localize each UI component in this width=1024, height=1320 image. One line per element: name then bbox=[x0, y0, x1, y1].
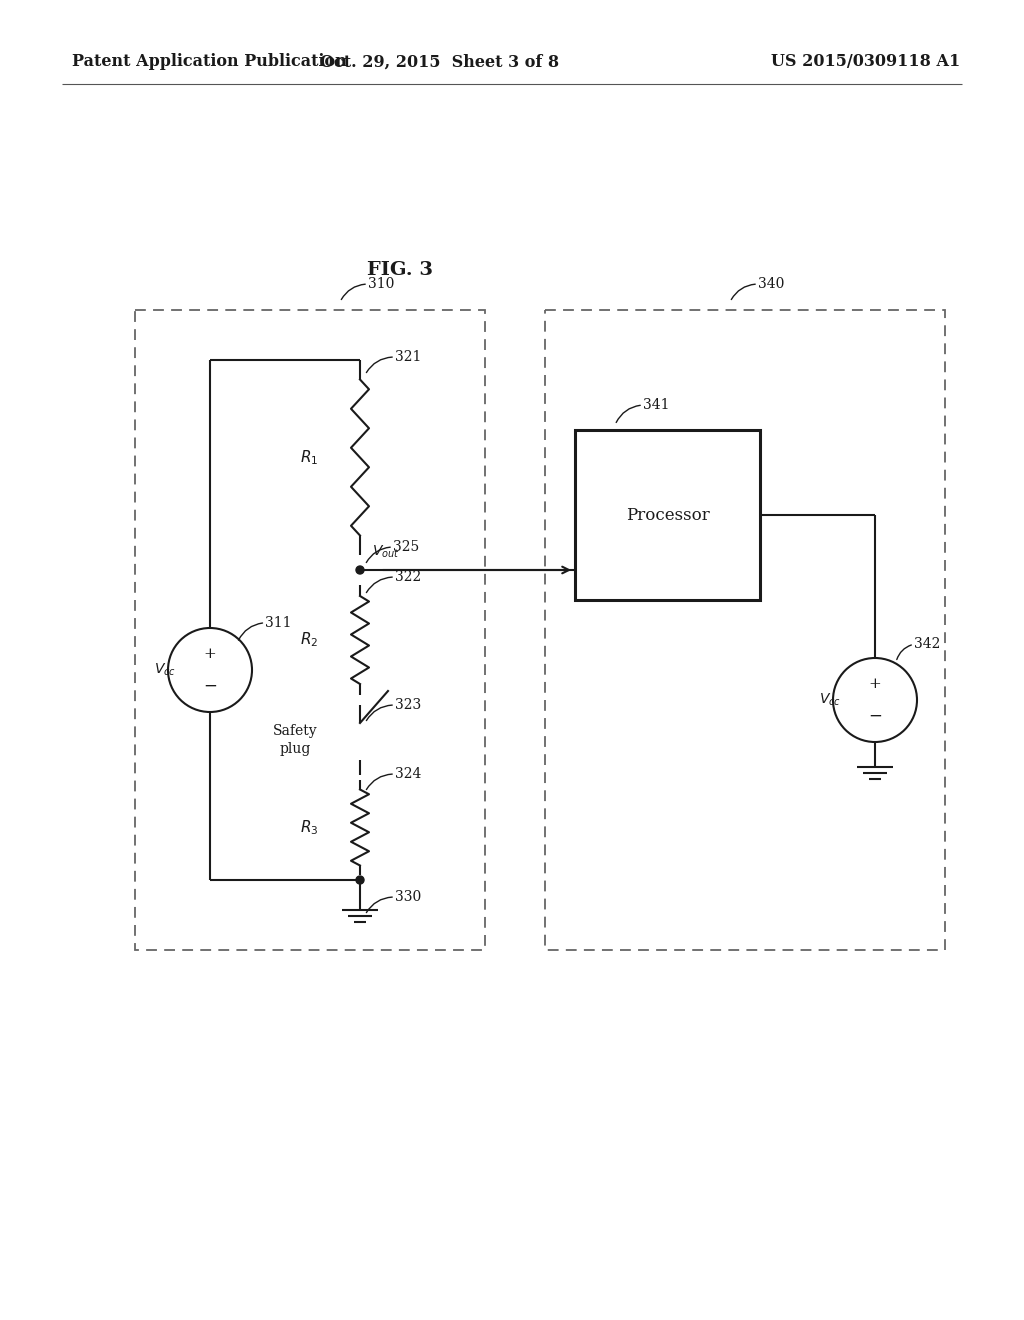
Text: 325: 325 bbox=[393, 540, 419, 554]
Text: −: − bbox=[203, 677, 217, 694]
Circle shape bbox=[356, 876, 364, 884]
Bar bbox=[135, 310, 485, 950]
Bar bbox=[545, 310, 945, 950]
Circle shape bbox=[356, 566, 364, 574]
Text: Patent Application Publication: Patent Application Publication bbox=[72, 54, 347, 70]
Text: $V_{cc}$: $V_{cc}$ bbox=[154, 661, 176, 678]
Text: 340: 340 bbox=[758, 277, 784, 290]
Text: FIG. 3: FIG. 3 bbox=[367, 261, 433, 279]
Text: 341: 341 bbox=[643, 399, 670, 412]
Text: $R_3$: $R_3$ bbox=[300, 818, 318, 837]
Text: 310: 310 bbox=[368, 277, 394, 290]
Text: +: + bbox=[204, 647, 216, 661]
Text: $V_{cc}$: $V_{cc}$ bbox=[819, 692, 841, 709]
Text: 321: 321 bbox=[395, 350, 421, 364]
Text: +: + bbox=[868, 677, 882, 692]
Text: 330: 330 bbox=[395, 890, 421, 904]
Text: $V_{out}$: $V_{out}$ bbox=[372, 544, 399, 560]
Text: −: − bbox=[868, 708, 882, 725]
Text: $R_2$: $R_2$ bbox=[300, 631, 318, 649]
Bar bbox=[575, 430, 760, 601]
Text: 311: 311 bbox=[265, 615, 292, 630]
Text: Safety
plug: Safety plug bbox=[272, 723, 317, 756]
Text: $R_1$: $R_1$ bbox=[300, 449, 318, 467]
Text: 323: 323 bbox=[395, 698, 421, 711]
Text: 342: 342 bbox=[914, 638, 940, 651]
Text: Processor: Processor bbox=[626, 507, 710, 524]
Text: Oct. 29, 2015  Sheet 3 of 8: Oct. 29, 2015 Sheet 3 of 8 bbox=[321, 54, 559, 70]
Text: US 2015/0309118 A1: US 2015/0309118 A1 bbox=[771, 54, 961, 70]
Text: 322: 322 bbox=[395, 570, 421, 583]
Text: 324: 324 bbox=[395, 767, 421, 781]
